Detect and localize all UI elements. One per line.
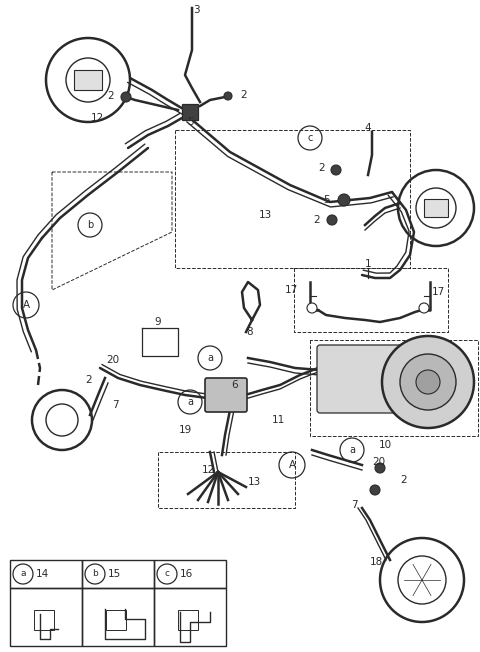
- Text: 10: 10: [379, 440, 392, 450]
- Circle shape: [307, 303, 317, 313]
- Circle shape: [400, 354, 456, 410]
- Text: a: a: [20, 569, 26, 578]
- Text: 2: 2: [240, 90, 247, 100]
- Text: c: c: [165, 569, 169, 578]
- Text: 2: 2: [85, 375, 92, 385]
- Text: 2: 2: [313, 215, 320, 225]
- Circle shape: [224, 92, 232, 100]
- Text: b: b: [92, 569, 98, 578]
- Text: 2: 2: [108, 91, 114, 101]
- Text: 17: 17: [432, 287, 445, 297]
- Circle shape: [338, 194, 350, 206]
- Circle shape: [382, 336, 474, 428]
- Circle shape: [419, 303, 429, 313]
- Bar: [154, 560, 226, 588]
- Bar: [182, 104, 198, 120]
- Text: 7: 7: [112, 400, 119, 410]
- Bar: [178, 610, 198, 630]
- Text: a: a: [207, 353, 213, 363]
- Text: 19: 19: [179, 425, 192, 435]
- Text: 15: 15: [108, 569, 121, 579]
- Bar: [34, 610, 54, 630]
- FancyBboxPatch shape: [205, 378, 247, 412]
- Bar: [106, 610, 126, 630]
- Text: a: a: [187, 397, 193, 407]
- Text: 11: 11: [272, 415, 285, 425]
- Text: a: a: [349, 445, 355, 455]
- Text: 7: 7: [351, 500, 358, 510]
- Text: 9: 9: [155, 317, 161, 327]
- Text: 5: 5: [324, 195, 330, 205]
- Circle shape: [331, 165, 341, 175]
- Bar: [74, 70, 102, 90]
- Text: 17: 17: [285, 285, 298, 295]
- Text: 3: 3: [192, 5, 199, 15]
- Text: 12: 12: [202, 465, 215, 475]
- Text: A: A: [288, 460, 296, 470]
- Text: 18: 18: [370, 557, 383, 567]
- FancyBboxPatch shape: [317, 345, 408, 413]
- Text: 4: 4: [365, 123, 372, 133]
- Bar: [82, 560, 154, 588]
- Text: 6: 6: [232, 380, 238, 390]
- Text: 13: 13: [248, 477, 261, 487]
- Bar: [10, 560, 82, 588]
- Circle shape: [121, 92, 131, 102]
- Text: 12: 12: [91, 113, 104, 123]
- Text: 1: 1: [365, 259, 372, 269]
- Text: 5: 5: [187, 117, 193, 127]
- Bar: [424, 199, 448, 217]
- Text: 8: 8: [247, 327, 253, 337]
- Text: 14: 14: [36, 569, 49, 579]
- Text: 16: 16: [180, 569, 193, 579]
- Bar: [154, 588, 226, 646]
- Circle shape: [327, 215, 337, 225]
- Circle shape: [416, 370, 440, 394]
- Text: c: c: [307, 133, 312, 143]
- Text: 2: 2: [400, 475, 407, 485]
- Text: A: A: [23, 300, 30, 310]
- Text: 2: 2: [318, 163, 325, 173]
- Text: b: b: [87, 220, 93, 230]
- Circle shape: [370, 485, 380, 495]
- Text: 13: 13: [258, 210, 272, 220]
- Text: 20: 20: [106, 355, 119, 365]
- Circle shape: [375, 463, 385, 473]
- Text: 20: 20: [372, 457, 385, 467]
- Bar: [10, 588, 82, 646]
- Bar: [82, 588, 154, 646]
